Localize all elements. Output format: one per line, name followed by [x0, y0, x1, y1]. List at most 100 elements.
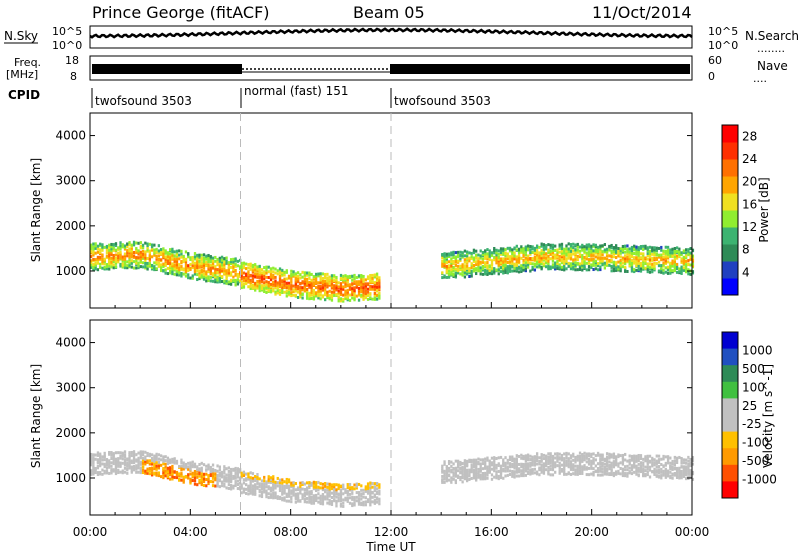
velocity-cell — [182, 467, 185, 471]
velocity-cell — [617, 455, 620, 459]
velocity-cell — [648, 468, 652, 472]
power-cell — [162, 252, 165, 256]
power-cell — [513, 257, 516, 261]
power-cell — [599, 244, 602, 248]
velocity-cell — [90, 454, 93, 458]
velocity-cell — [610, 468, 613, 472]
velocity-cell — [520, 465, 523, 469]
velocity-cell — [265, 480, 268, 484]
power-cell — [148, 264, 151, 268]
velocity-cell — [669, 474, 672, 478]
power-cell — [619, 267, 622, 271]
velocity-cell — [684, 461, 688, 465]
velocity-cell — [189, 477, 192, 481]
power-cell — [373, 275, 376, 279]
velocity-cell — [150, 462, 154, 466]
velocity-cell — [130, 468, 133, 472]
velocity-colorbar-cell — [722, 415, 738, 433]
velocity-colorbar-tick: -25 — [742, 417, 762, 431]
velocity-cell — [599, 469, 602, 473]
velocity-cell — [576, 466, 579, 470]
velocity-cell — [619, 466, 622, 470]
power-cell — [130, 246, 133, 250]
power-cell — [450, 257, 453, 261]
power-cell — [256, 265, 259, 269]
velocity-cell — [605, 467, 609, 471]
power-cell — [587, 268, 591, 272]
velocity-cell — [660, 476, 663, 480]
nave-tick-low: 0 — [708, 70, 715, 83]
power-cell — [594, 263, 597, 267]
power-cell — [344, 282, 347, 286]
power-cell — [578, 245, 582, 249]
power-cell — [684, 248, 688, 252]
power-cell — [209, 258, 212, 262]
power-cell — [319, 284, 322, 288]
velocity-cell — [314, 483, 318, 487]
velocity-cell — [287, 493, 291, 497]
power-cell — [493, 267, 496, 271]
power-cell — [450, 251, 453, 255]
velocity-cell — [108, 465, 111, 469]
velocity-cell — [360, 488, 363, 492]
velocity-cell — [479, 458, 482, 462]
velocity-cell — [475, 471, 478, 475]
power-cell — [624, 269, 627, 273]
power-cell — [319, 276, 322, 280]
power-cell — [108, 256, 111, 260]
power-cell — [169, 264, 172, 268]
power-cell — [344, 297, 347, 301]
velocity-cell — [513, 464, 516, 468]
velocity-cell — [211, 469, 215, 473]
power-cell — [301, 286, 304, 290]
velocity-cell — [633, 458, 636, 462]
velocity-cell — [236, 475, 240, 479]
power-cell — [646, 270, 649, 274]
power-cell — [517, 270, 521, 274]
velocity-cell — [128, 453, 131, 457]
velocity-cell — [567, 457, 570, 461]
velocity-cell — [283, 498, 286, 502]
power-cell — [565, 247, 568, 251]
velocity-cell — [524, 459, 527, 463]
power-cell — [234, 264, 237, 268]
power-cell — [545, 244, 548, 248]
power-cell — [130, 249, 133, 253]
power-cell — [94, 246, 97, 250]
velocity-cell — [596, 469, 600, 473]
velocity-cell — [346, 486, 349, 490]
power-cell — [563, 262, 566, 266]
velocity-cell — [587, 452, 591, 456]
power-cell — [274, 281, 277, 285]
power-cell — [666, 251, 670, 255]
power-cell — [148, 251, 151, 255]
power-cell — [651, 248, 654, 252]
velocity-cell — [459, 478, 462, 482]
velocity-cell — [488, 463, 491, 467]
velocity-cell — [139, 450, 142, 454]
power-cell — [153, 248, 156, 252]
power-cell — [447, 275, 451, 279]
velocity-cell — [653, 471, 656, 475]
power-cell — [169, 261, 172, 265]
velocity-cell — [229, 471, 233, 475]
velocity-cell — [351, 502, 354, 506]
power-cell — [339, 299, 343, 303]
power-cell — [522, 250, 525, 254]
velocity-cell — [614, 455, 618, 459]
velocity-cell — [105, 461, 109, 465]
velocity-cell — [112, 462, 115, 466]
velocity-cell — [511, 474, 514, 478]
power-cell — [569, 249, 573, 253]
velocity-cell — [563, 468, 566, 472]
power-cell — [605, 263, 609, 267]
velocity-cell — [621, 457, 625, 461]
power-cell — [612, 264, 616, 268]
velocity-cell — [157, 466, 161, 470]
power-cell — [493, 246, 496, 250]
velocity-cell — [535, 455, 539, 459]
velocity-cell — [144, 459, 147, 463]
power-cell — [445, 268, 448, 272]
power-cell — [470, 274, 473, 278]
